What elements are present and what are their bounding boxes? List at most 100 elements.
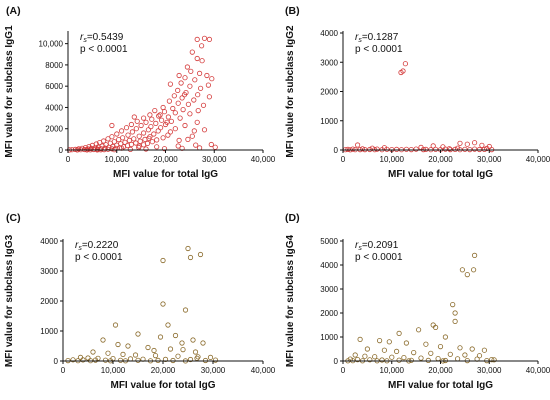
data-point xyxy=(116,137,122,143)
data-point xyxy=(168,118,174,124)
data-point xyxy=(145,344,151,351)
data-point xyxy=(207,354,214,360)
data-point xyxy=(452,318,458,324)
x-tick-label: 30,000 xyxy=(477,366,502,375)
data-point xyxy=(191,128,197,134)
rs-symbol: r xyxy=(75,240,79,251)
x-tick-label: 20,000 xyxy=(151,366,176,375)
data-point xyxy=(459,267,465,273)
x-tick-label: 10,000 xyxy=(380,366,405,375)
data-point xyxy=(204,72,210,79)
data-point xyxy=(149,116,155,122)
data-point xyxy=(401,354,407,361)
y-tick-label: 3000 xyxy=(320,58,338,67)
data-point xyxy=(198,85,204,91)
rs-subscript: s xyxy=(78,245,82,252)
data-point xyxy=(151,131,157,137)
data-point xyxy=(160,135,166,141)
data-point xyxy=(141,130,147,136)
data-point xyxy=(396,357,402,363)
data-point xyxy=(189,133,195,139)
y-tick-label: 3000 xyxy=(40,267,58,276)
data-point xyxy=(359,146,366,152)
data-point xyxy=(200,102,207,108)
data-point xyxy=(408,357,414,363)
data-point xyxy=(200,340,206,346)
data-point xyxy=(126,137,132,143)
data-point xyxy=(157,112,163,118)
data-point xyxy=(149,139,155,145)
data-point xyxy=(141,142,147,148)
x-tick-label: 0 xyxy=(66,155,71,164)
data-point xyxy=(155,128,161,134)
data-point xyxy=(491,357,497,363)
data-point xyxy=(165,132,171,138)
data-point xyxy=(396,330,402,336)
spearman-rs: rs=0.5439 xyxy=(80,32,124,44)
data-point xyxy=(105,136,111,142)
data-point xyxy=(152,108,158,114)
data-point xyxy=(135,357,141,363)
data-point xyxy=(205,82,211,88)
y-tick-label: 1000 xyxy=(320,117,338,126)
data-point xyxy=(162,356,169,362)
y-tick-label: 0 xyxy=(54,357,59,366)
data-point xyxy=(462,352,468,358)
data-point xyxy=(182,122,188,129)
rs-value: =0.1287 xyxy=(362,32,399,43)
data-point xyxy=(160,257,166,264)
y-axis-title: MFI value for subclass IgG3 xyxy=(4,234,15,367)
data-point xyxy=(136,133,142,139)
panel-label: (B) xyxy=(285,5,300,17)
x-tick-label: 20,000 xyxy=(428,366,453,375)
data-point xyxy=(489,356,495,363)
data-point xyxy=(105,146,111,152)
data-point xyxy=(138,122,144,129)
x-axis-title: MFI value for total IgG xyxy=(388,169,493,180)
data-point xyxy=(199,43,205,49)
data-point xyxy=(442,146,448,152)
data-point xyxy=(137,138,143,144)
data-point xyxy=(105,350,111,356)
data-point xyxy=(119,128,125,134)
data-point xyxy=(190,337,196,343)
data-point xyxy=(123,125,130,131)
x-axis-title: MFI value for total IgG xyxy=(110,380,215,391)
data-point xyxy=(170,105,176,112)
data-point xyxy=(442,334,448,340)
data-point xyxy=(177,115,183,121)
data-point xyxy=(362,353,368,359)
y-tick-label: 4000 xyxy=(40,237,58,246)
data-point xyxy=(125,343,131,349)
data-point xyxy=(90,349,96,355)
data-point xyxy=(157,334,164,340)
data-point xyxy=(114,131,120,137)
data-point xyxy=(92,357,99,363)
data-point xyxy=(155,357,161,363)
data-point xyxy=(354,356,361,363)
data-point xyxy=(413,146,419,152)
data-point xyxy=(147,112,153,118)
y-tick-label: 1000 xyxy=(320,333,338,342)
data-point xyxy=(201,35,208,41)
data-point xyxy=(187,254,194,261)
data-point xyxy=(464,141,470,147)
data-point xyxy=(164,119,170,125)
data-point xyxy=(172,110,178,116)
data-point xyxy=(357,336,363,342)
data-point xyxy=(175,100,181,106)
rs-value: =0.2091 xyxy=(362,240,399,251)
data-point xyxy=(364,346,370,352)
panel-d: (D) 0 10,000 20,000 30,000 40,000 0 1000 2000 300… xyxy=(285,212,550,391)
data-point xyxy=(167,81,173,87)
data-point xyxy=(143,146,149,152)
data-point xyxy=(151,347,157,354)
data-point xyxy=(206,94,212,100)
data-point xyxy=(167,129,173,135)
data-point xyxy=(160,104,166,111)
y-axis-title: MFI value for subclass IgG4 xyxy=(285,234,296,367)
data-point xyxy=(188,68,194,74)
data-point xyxy=(462,146,468,152)
y-tick-label: 4000 xyxy=(45,103,63,112)
